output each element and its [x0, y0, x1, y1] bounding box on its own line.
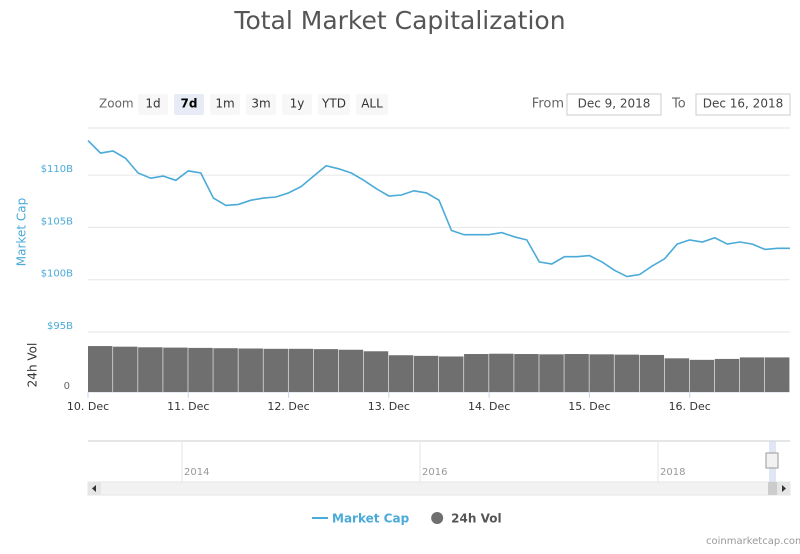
- from-input[interactable]: [566, 93, 662, 116]
- scroll-right-arrow: [782, 485, 786, 492]
- credit: coinmarketcap.com: [706, 536, 800, 547]
- volume-bar: [514, 354, 539, 392]
- range-button-label: 7d: [181, 97, 198, 111]
- range-button[interactable]: [246, 94, 276, 115]
- scrollbar[interactable]: [87, 481, 791, 496]
- navigator-label: 2018: [660, 467, 685, 478]
- volume-bar: [288, 348, 314, 392]
- legend-label[interactable]: Market Cap: [332, 512, 410, 526]
- y2-tick-label: 0: [64, 381, 70, 392]
- from-date: Dec 9, 2018: [578, 97, 651, 111]
- volume-bar: [138, 347, 163, 392]
- volume-bar: [388, 355, 414, 392]
- volume-bar: [564, 354, 589, 392]
- range-button[interactable]: [138, 94, 168, 115]
- volume-bar: [739, 357, 765, 392]
- x-tick-label: 16. Dec: [669, 400, 711, 413]
- volume-bar: [764, 357, 790, 392]
- volume-bar: [238, 348, 263, 392]
- volume-bar: [664, 358, 690, 392]
- x-tick-label: 10. Dec: [67, 400, 109, 413]
- volume-bar: [113, 346, 138, 392]
- volume-bar: [464, 354, 489, 392]
- volume-bar: [213, 348, 238, 392]
- to-date: Dec 16, 2018: [703, 97, 783, 111]
- volume-bar: [163, 347, 188, 392]
- to-input[interactable]: [695, 93, 791, 116]
- range-button[interactable]: [282, 94, 312, 115]
- volume-bar: [639, 354, 665, 392]
- y-axis-title: Market Cap: [15, 198, 29, 266]
- y-tick-label: $100B: [41, 269, 73, 280]
- x-tick-label: 15. Dec: [568, 400, 610, 413]
- y2-axis-title: 24h Vol: [26, 343, 40, 388]
- volume-bar: [714, 358, 740, 392]
- range-button-label: 1m: [215, 97, 234, 111]
- y-tick-label: $105B: [41, 216, 73, 227]
- chart-title: Total Market Capitalization: [233, 6, 565, 35]
- legend-label[interactable]: 24h Vol: [451, 512, 501, 526]
- volume-bar: [263, 348, 288, 392]
- range-button-label: 1d: [145, 97, 160, 111]
- range-button[interactable]: [318, 94, 350, 115]
- navigator-label: 2014: [184, 467, 209, 478]
- y-tick-label: $110B: [41, 164, 73, 175]
- navigator-handle[interactable]: [765, 452, 779, 469]
- volume-bar: [614, 354, 639, 392]
- x-tick-label: 11. Dec: [167, 400, 209, 413]
- volume-bar: [689, 359, 715, 392]
- x-tick-label: 13. Dec: [368, 400, 410, 413]
- scroll-left-arrow: [92, 485, 96, 492]
- navigator-label: 2016: [422, 467, 447, 478]
- volume-bar: [363, 351, 389, 392]
- range-button[interactable]: [356, 94, 388, 115]
- range-button-label: ALL: [361, 97, 383, 111]
- volume-bar: [88, 346, 113, 392]
- volume-bar: [338, 349, 364, 392]
- zoom-label: Zoom: [99, 97, 134, 111]
- range-button-label: YTD: [321, 97, 346, 111]
- market-cap-line: [87, 140, 790, 278]
- y-tick-label: $95B: [47, 321, 73, 332]
- range-button[interactable]: [210, 94, 240, 115]
- range-button-label: 1y: [290, 97, 305, 111]
- volume-bar: [489, 353, 514, 392]
- x-tick-label: 14. Dec: [468, 400, 510, 413]
- legend-symbol: [431, 512, 444, 524]
- from-label: From: [532, 97, 564, 112]
- range-button-label: 3m: [251, 97, 270, 111]
- scroll-thumb[interactable]: [768, 482, 777, 495]
- to-label: To: [671, 97, 686, 112]
- volume-bar: [589, 354, 614, 392]
- volume-bar: [313, 349, 339, 392]
- volume-bar: [539, 354, 564, 392]
- range-button[interactable]: [174, 94, 204, 115]
- volume-bar: [413, 355, 439, 392]
- x-tick-label: 12. Dec: [267, 400, 309, 413]
- volume-bar: [188, 347, 213, 392]
- volume-bar: [439, 356, 464, 392]
